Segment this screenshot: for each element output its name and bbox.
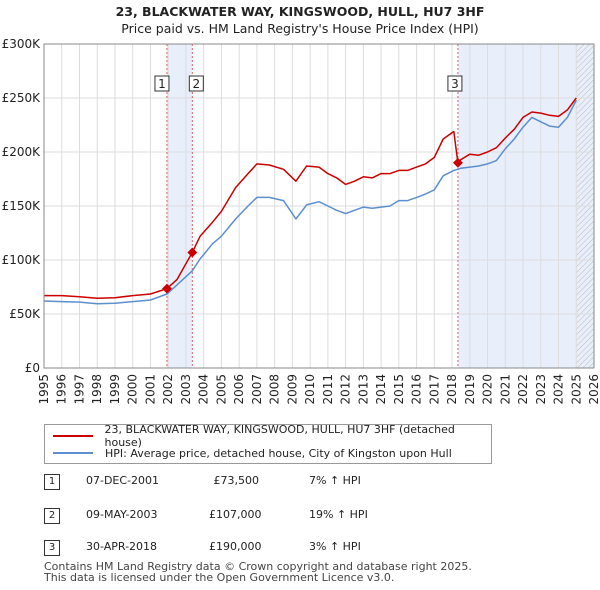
x-tick-label: 2022 [516, 374, 530, 405]
x-tick-label: 2018 [445, 374, 459, 405]
y-tick-label: £0 [25, 361, 40, 375]
legend-item-hpi: HPI: Average price, detached house, City… [53, 445, 452, 461]
x-tick-label: 2002 [161, 374, 175, 405]
series-line-hpi [43, 99, 577, 305]
table-row: 1 07-DEC-2001 £73,500 7% ↑ HPI [44, 472, 464, 490]
x-tick-label: 2001 [143, 374, 157, 405]
legend-item-property: 23, BLACKWATER WAY, KINGSWOOD, HULL, HU7… [53, 423, 491, 449]
table-row: 2 09-MAY-2003 £107,000 19% ↑ HPI [44, 506, 464, 524]
sale-point [452, 157, 463, 168]
x-tick-label: 2023 [534, 374, 548, 405]
x-tick-label: 2017 [427, 374, 441, 405]
table-row: 3 30-APR-2018 £190,000 3% ↑ HPI [44, 538, 464, 556]
x-tick-label: 2009 [285, 374, 299, 405]
x-tick-label: 2013 [356, 374, 370, 405]
chart-title-line2: Price paid vs. HM Land Registry's House … [121, 21, 479, 36]
sale-label-box [447, 75, 463, 92]
x-tick-label: 2016 [410, 374, 424, 405]
sale-label: 1 [158, 77, 166, 91]
x-tick-label: 2025 [569, 374, 583, 405]
x-tick-label: 2006 [232, 374, 246, 405]
sale-hpi-change: 19% ↑ HPI [309, 508, 368, 521]
x-tick-label: 2020 [481, 374, 495, 405]
x-tick-label: 2021 [498, 374, 512, 405]
x-tick-label: 1998 [90, 374, 104, 405]
x-tick-label: 2011 [321, 374, 335, 405]
legend-swatch-property [53, 435, 93, 437]
x-tick-label: 2005 [214, 374, 228, 405]
y-tick-label: £300K [2, 37, 42, 51]
x-tick-label: 2004 [197, 374, 211, 405]
legend-label-hpi: HPI: Average price, detached house, City… [105, 446, 452, 460]
sale-hpi-change: 7% ↑ HPI [309, 474, 361, 487]
sale-label: 3 [451, 77, 459, 91]
sale-point [162, 283, 172, 294]
x-tick-label: 2007 [250, 374, 264, 405]
footer-line2: This data is licensed under the Open Gov… [44, 571, 395, 584]
sale-badge: 2 [44, 508, 60, 524]
y-tick-label: £200K [2, 145, 42, 159]
x-tick-label: 2003 [179, 374, 193, 405]
sale-point [187, 247, 198, 258]
y-tick-label: £50K [9, 307, 41, 321]
x-tick-label: 2010 [303, 374, 317, 405]
sale-badge: 3 [44, 540, 60, 556]
x-tick-label: 1996 [55, 374, 69, 405]
sale-label-box [188, 75, 204, 92]
sale-date: 30-APR-2018 [86, 540, 158, 553]
series-line-property [44, 97, 577, 300]
x-tick-label: 1999 [108, 374, 122, 405]
plot-frame [43, 43, 595, 369]
sale-label-box [154, 75, 170, 92]
sale-price: £73,500 [213, 474, 260, 487]
y-tick-label: £150K [2, 199, 42, 213]
chart-legend: 23, BLACKWATER WAY, KINGSWOOD, HULL, HU7… [44, 423, 492, 464]
chart-title-line1: 23, BLACKWATER WAY, KINGSWOOD, HULL, HU7… [115, 4, 485, 19]
y-tick-label: £250K [2, 91, 42, 105]
sale-price: £107,000 [209, 508, 262, 521]
x-tick-label: 2026 [587, 374, 600, 405]
sale-hpi-change: 3% ↑ HPI [309, 540, 361, 553]
y-tick-label: £100K [2, 253, 42, 267]
x-tick-label: 2014 [374, 374, 388, 405]
legend-label-property: 23, BLACKWATER WAY, KINGSWOOD, HULL, HU7… [104, 423, 455, 449]
footer-line1: Contains HM Land Registry data © Crown c… [44, 560, 472, 573]
x-tick-label: 2012 [339, 374, 353, 405]
x-tick-label: 1995 [37, 374, 51, 405]
sale-date: 07-DEC-2001 [86, 474, 160, 487]
x-tick-label: 2000 [126, 374, 140, 405]
footer-attribution: Contains HM Land Registry data © Crown c… [44, 561, 472, 583]
x-tick-label: 1997 [72, 374, 86, 405]
sale-price: £190,000 [209, 540, 262, 553]
x-tick-label: 2008 [268, 374, 282, 405]
x-tick-label: 2019 [463, 374, 477, 405]
x-tick-label: 2015 [392, 374, 406, 405]
sale-date: 09-MAY-2003 [86, 508, 158, 521]
sale-badge: 1 [44, 474, 60, 490]
legend-swatch-hpi [53, 452, 93, 454]
sale-label: 2 [193, 77, 201, 91]
x-tick-label: 2024 [552, 374, 566, 405]
